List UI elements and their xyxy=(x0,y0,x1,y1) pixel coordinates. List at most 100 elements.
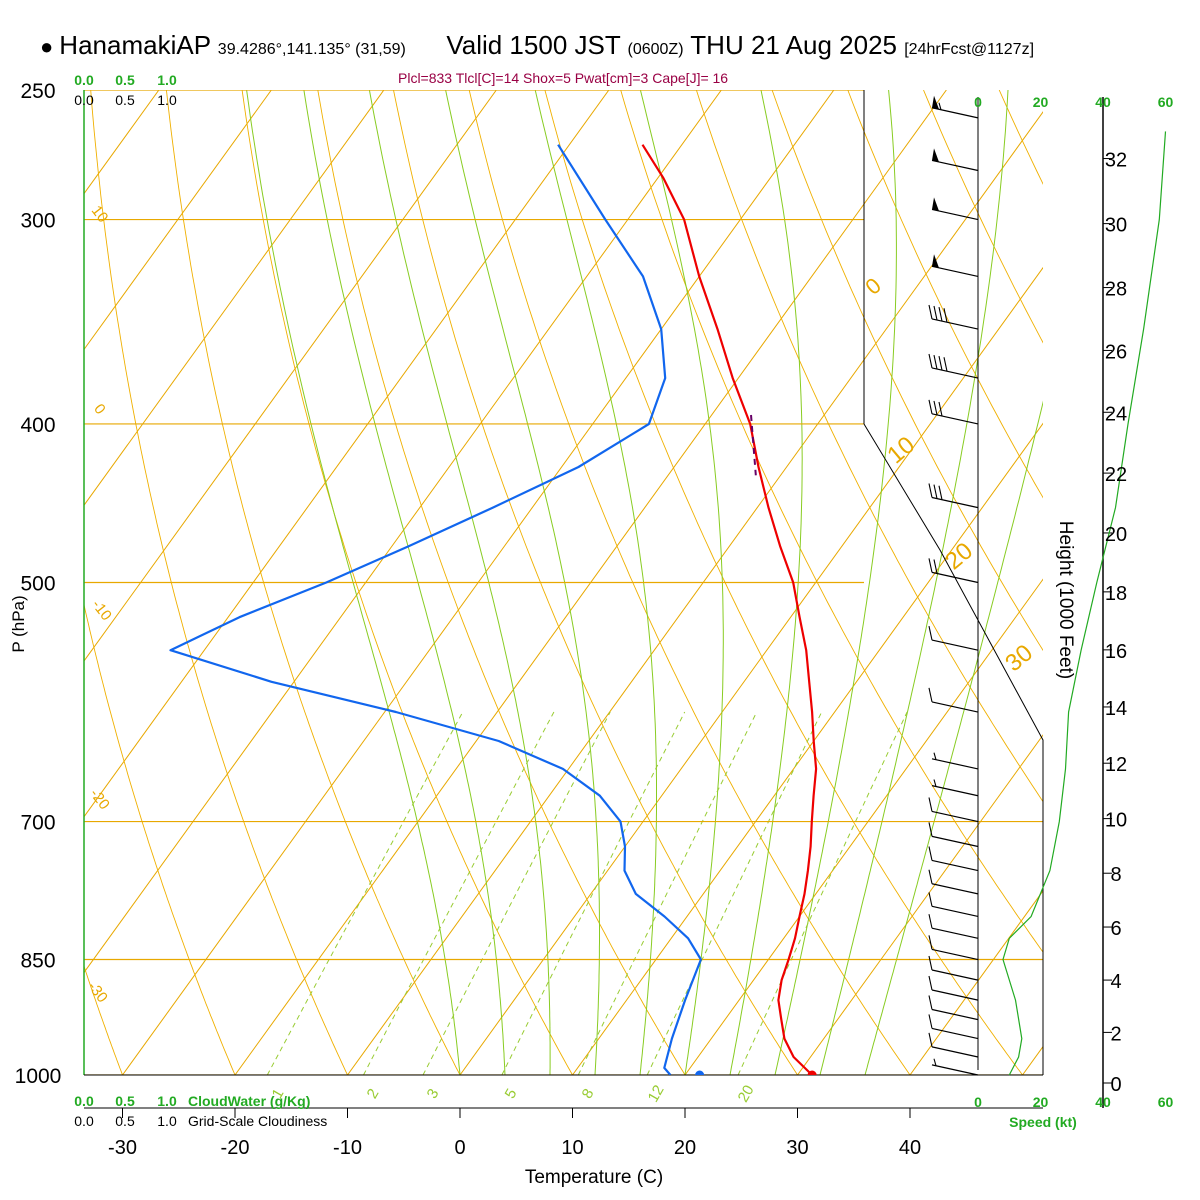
height-tick-label: 8 xyxy=(1110,864,1121,886)
barb-shaft xyxy=(931,159,979,172)
pressure-tick-label: 700 xyxy=(20,812,55,835)
moist-adiabat-line xyxy=(303,90,506,1075)
bottom-cloudwater-tick: 0.0 xyxy=(74,1093,94,1109)
chart-title: ● HanamakiAP 39.4286°,141.135° (31,59) Va… xyxy=(40,30,1034,61)
dry-adiabat-line xyxy=(1075,90,1200,1075)
barb-full xyxy=(928,869,933,884)
barb-flag xyxy=(932,148,939,162)
height-tick-label: 14 xyxy=(1105,698,1127,720)
x-tick-label: -10 xyxy=(333,1137,362,1159)
top-cloudwater-tick: 0.0 xyxy=(74,72,94,88)
barb-shaft xyxy=(931,701,979,713)
speed-tick-bottom: 40 xyxy=(1095,1094,1111,1110)
moist-adiabat-line xyxy=(445,90,600,1075)
barb-full xyxy=(933,305,938,321)
wind-panel xyxy=(928,95,1167,1076)
barb-full xyxy=(938,307,943,322)
barb-full xyxy=(928,1032,933,1048)
barb-half xyxy=(938,102,942,110)
wind-barb xyxy=(931,752,979,770)
pressure-tick-label: 500 xyxy=(20,573,55,596)
station-coords: 39.4286°,141.135° (31,59) xyxy=(217,41,406,58)
cloudwater-label: CloudWater (g/Kg) xyxy=(188,1093,310,1109)
barb-full xyxy=(928,975,933,991)
speed-tick-top: 20 xyxy=(1033,94,1049,110)
height-tick-label: 10 xyxy=(1105,810,1127,832)
isotherm-label: 10 xyxy=(88,202,112,226)
speed-tick-top: 60 xyxy=(1158,94,1174,110)
speed-axis-title: Speed (kt) xyxy=(1009,1114,1077,1130)
barb-full xyxy=(928,822,933,837)
mixing-ratio-line xyxy=(266,711,464,1075)
barb-shaft xyxy=(931,1008,979,1021)
forecast-info: [24hrFcst@1127z] xyxy=(904,41,1035,58)
speed-tick-bottom: 0 xyxy=(974,1094,982,1110)
top-cloudwater-tick: 0.5 xyxy=(115,72,135,88)
barb-full xyxy=(928,625,933,641)
barb-shaft xyxy=(931,107,979,119)
mixing-ratio-label: 2 xyxy=(364,1086,383,1102)
mixing-ratio-label: 20 xyxy=(735,1082,758,1105)
barb-shaft xyxy=(931,639,979,651)
utc-time: (0600Z) xyxy=(627,41,684,58)
mixing-ratio-label: 5 xyxy=(502,1086,521,1102)
dry-adiabat-line xyxy=(847,90,1043,499)
wind-barb xyxy=(928,558,979,584)
temperature-line xyxy=(641,144,818,1075)
isotherm-line xyxy=(572,422,1043,1075)
barb-full xyxy=(928,304,933,320)
pressure-tick-label: 1000 xyxy=(15,1065,62,1088)
pressure-tick-label: 400 xyxy=(20,414,55,437)
station-dot-icon: ● xyxy=(40,34,54,59)
wind-barb xyxy=(928,483,979,509)
barb-shaft xyxy=(931,835,979,848)
moist-adiabat-line xyxy=(534,90,657,1075)
height-tick-label: 20 xyxy=(1105,524,1127,546)
barb-full xyxy=(928,558,933,573)
x-tick-label: 0 xyxy=(454,1137,465,1159)
dry-adiabat-line xyxy=(620,90,1043,953)
barb-flag xyxy=(932,254,939,268)
wind-barb xyxy=(928,935,979,961)
barb-full xyxy=(943,357,948,372)
dry-adiabat-line xyxy=(544,90,1023,1075)
barb-full xyxy=(928,846,933,861)
barb-shaft xyxy=(931,413,979,425)
barb-full xyxy=(933,559,938,574)
barb-shaft xyxy=(931,265,979,278)
x-tick-label: -30 xyxy=(108,1137,137,1159)
mixing-ratio-line xyxy=(501,711,686,1075)
surface-temp-marker xyxy=(807,1070,817,1075)
barb-full xyxy=(928,914,933,929)
barb-full xyxy=(933,354,938,370)
barb-shaft xyxy=(931,927,979,939)
isotherm-line xyxy=(84,90,272,351)
wind-barb xyxy=(928,892,979,918)
height-tick-label: 22 xyxy=(1105,464,1127,486)
height-tick-label: 18 xyxy=(1105,583,1127,605)
wind-barb xyxy=(928,687,979,713)
dry-adiabat-line xyxy=(998,90,1043,185)
x-tick-label: -20 xyxy=(221,1137,250,1159)
height-tick-label: 6 xyxy=(1110,918,1121,940)
barb-full xyxy=(933,400,938,416)
barb-full xyxy=(928,955,933,971)
wind-speed-line xyxy=(1002,131,1167,1076)
barb-shaft xyxy=(931,367,979,379)
isotherm-line xyxy=(84,90,385,507)
wind-barb xyxy=(928,955,979,981)
mixing-ratio-label: 8 xyxy=(579,1086,598,1102)
height-tick-label: 28 xyxy=(1105,279,1127,301)
dry-adiabat-line xyxy=(771,90,1043,652)
wind-barb xyxy=(928,995,979,1021)
wind-barb xyxy=(928,1032,979,1058)
stability-indices: Plcl=833 Tlcl[C]=14 Shox=5 Pwat[cm]=3 Ca… xyxy=(398,70,729,86)
mixing-ratio-label: 12 xyxy=(645,1082,668,1105)
dry-adiabat-line xyxy=(1151,90,1200,1075)
barb-full xyxy=(928,353,933,369)
wind-barb xyxy=(928,625,979,651)
x-tick-label: 30 xyxy=(786,1137,808,1159)
barb-shaft xyxy=(931,905,979,918)
dry-adiabat-line xyxy=(468,90,911,1075)
y-axis-title: P (hPa) xyxy=(9,595,28,652)
